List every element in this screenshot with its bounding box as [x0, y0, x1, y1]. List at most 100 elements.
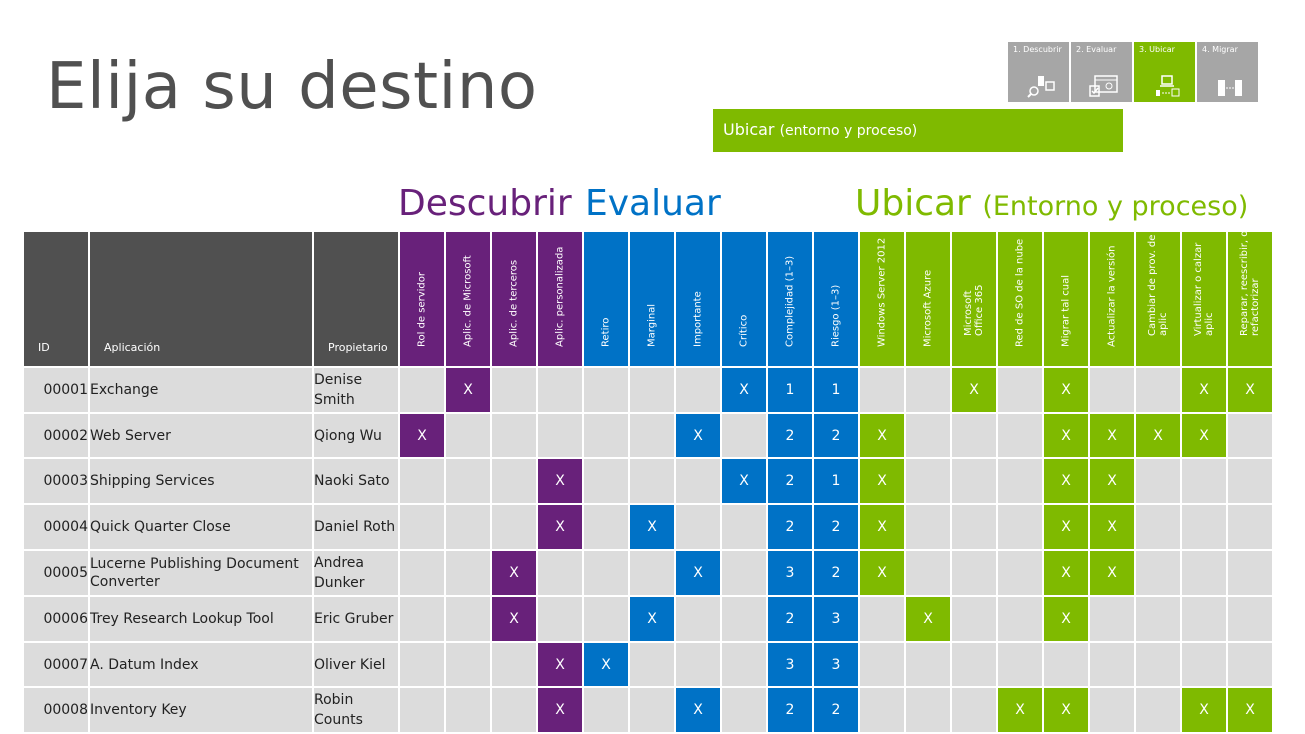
cell-mark	[630, 414, 674, 459]
step-label: 3. Ubicar	[1139, 45, 1175, 54]
table-body: 00001 Exchange Denise Smith X X 1 1 X X X X 00002 We…	[24, 368, 1272, 734]
col-header-label: Retiro	[600, 317, 612, 347]
cell-id: 00008	[24, 688, 88, 734]
col-header-descubrir: Aplic. de Microsoft	[446, 232, 490, 368]
cell-id: 00001	[24, 368, 88, 414]
cell-mark	[860, 597, 904, 643]
table-row: 00003 Shipping Services Naoki Sato X X 2 1 X X X	[24, 459, 1272, 505]
col-header-label: Crítico	[738, 314, 750, 347]
cell-owner: Andrea Dunker	[314, 551, 398, 597]
cell-mark: X	[1090, 551, 1134, 597]
cell-mark: 2	[768, 459, 812, 505]
cell-mark	[446, 551, 490, 597]
cell-mark: X	[1044, 459, 1088, 505]
cell-mark	[722, 597, 766, 643]
table-row: 00005 Lucerne Publishing Document Convert…	[24, 551, 1272, 597]
assess-icon	[1089, 75, 1118, 97]
cell-mark: X	[446, 368, 490, 414]
cell-mark: X	[952, 368, 996, 414]
cell-mark: X	[492, 597, 536, 643]
cell-owner: Qiong Wu	[314, 414, 398, 459]
col-header-label: Propietario	[328, 341, 388, 354]
col-header-app: Aplicación	[90, 232, 312, 368]
cell-mark	[1182, 505, 1226, 551]
cell-mark: X	[676, 688, 720, 734]
cell-id: 00007	[24, 643, 88, 688]
cell-mark	[722, 688, 766, 734]
col-header-label: Riesgo (1–3)	[830, 284, 842, 347]
col-header-label: Reparar, reescribir, o refactorizar	[1239, 230, 1261, 336]
cell-mark	[998, 414, 1042, 459]
col-header-label: Aplic. de terceros	[508, 259, 520, 347]
cell-app: Web Server	[90, 414, 312, 459]
col-header-evaluar: Marginal	[630, 232, 674, 368]
cell-mark: X	[676, 414, 720, 459]
progress-steps: 1. Descubrir 2. Evaluar 3. Ubicar 4. Mig…	[1008, 42, 1258, 102]
cell-mark	[538, 414, 582, 459]
cell-mark	[1136, 688, 1180, 734]
cell-mark: X	[1090, 414, 1134, 459]
cell-app: Trey Research Lookup Tool	[90, 597, 312, 643]
col-header-label: Windows Server 2012	[876, 237, 888, 347]
phase-banner: Ubicar (entorno y proceso)	[713, 109, 1123, 152]
col-header-ubicar: Windows Server 2012	[860, 232, 904, 368]
col-header-label: Migrar tal cual	[1060, 274, 1072, 347]
cell-mark: X	[1044, 597, 1088, 643]
col-header-label: Importante	[692, 291, 704, 347]
cell-mark	[492, 688, 536, 734]
cell-mark	[906, 414, 950, 459]
cell-mark	[1090, 368, 1134, 414]
cell-mark	[1228, 459, 1272, 505]
cell-mark	[400, 688, 444, 734]
cell-mark	[1090, 688, 1134, 734]
cell-mark: X	[400, 414, 444, 459]
cell-mark	[676, 368, 720, 414]
step-label: 2. Evaluar	[1076, 45, 1117, 54]
cell-mark	[400, 505, 444, 551]
cell-mark: 2	[814, 688, 858, 734]
cell-mark: X	[722, 368, 766, 414]
cell-mark: 2	[768, 688, 812, 734]
cell-owner: Denise Smith	[314, 368, 398, 414]
cell-app: Exchange	[90, 368, 312, 414]
cell-mark	[538, 597, 582, 643]
cell-mark: 2	[814, 505, 858, 551]
cell-mark	[584, 688, 628, 734]
cell-mark: X	[538, 643, 582, 688]
cell-mark: 2	[768, 505, 812, 551]
step-descubrir: 1. Descubrir	[1008, 42, 1069, 102]
col-header-ubicar: Microsoft Office 365	[952, 232, 996, 368]
cell-mark: 3	[768, 551, 812, 597]
cell-mark	[676, 597, 720, 643]
col-header-ubicar: Actualizar la versión	[1090, 232, 1134, 368]
col-header-label: Aplic. personalizada	[554, 246, 566, 347]
col-header-evaluar: Complejidad (1–3)	[768, 232, 812, 368]
cell-owner: Oliver Kiel	[314, 643, 398, 688]
col-header-evaluar: Importante	[676, 232, 720, 368]
page-title: Elija su destino	[46, 50, 538, 124]
cell-mark	[998, 643, 1042, 688]
application-table: ID Aplicación Propietario Rol de servido…	[22, 231, 1274, 734]
cell-mark	[400, 368, 444, 414]
cell-mark	[446, 505, 490, 551]
migrate-icon	[1218, 80, 1242, 96]
col-header-evaluar: Crítico	[722, 232, 766, 368]
cell-owner: Robin Counts	[314, 688, 398, 734]
cell-mark	[1136, 368, 1180, 414]
section-ubicar-paren: (Entorno y proceso)	[982, 191, 1249, 222]
col-header-label: ID	[38, 341, 50, 354]
cell-mark	[492, 414, 536, 459]
cell-mark: 2	[768, 414, 812, 459]
cell-mark	[1182, 459, 1226, 505]
cell-mark	[584, 368, 628, 414]
cell-mark: X	[1182, 688, 1226, 734]
cell-mark	[446, 597, 490, 643]
cell-app: Lucerne Publishing Document Converter	[90, 551, 312, 597]
cell-mark	[676, 459, 720, 505]
banner-paren: (entorno y proceso)	[779, 123, 918, 139]
cell-mark	[906, 688, 950, 734]
cell-mark: X	[538, 688, 582, 734]
col-header-id: ID	[24, 232, 88, 368]
cell-mark: X	[1044, 551, 1088, 597]
cell-mark	[584, 459, 628, 505]
